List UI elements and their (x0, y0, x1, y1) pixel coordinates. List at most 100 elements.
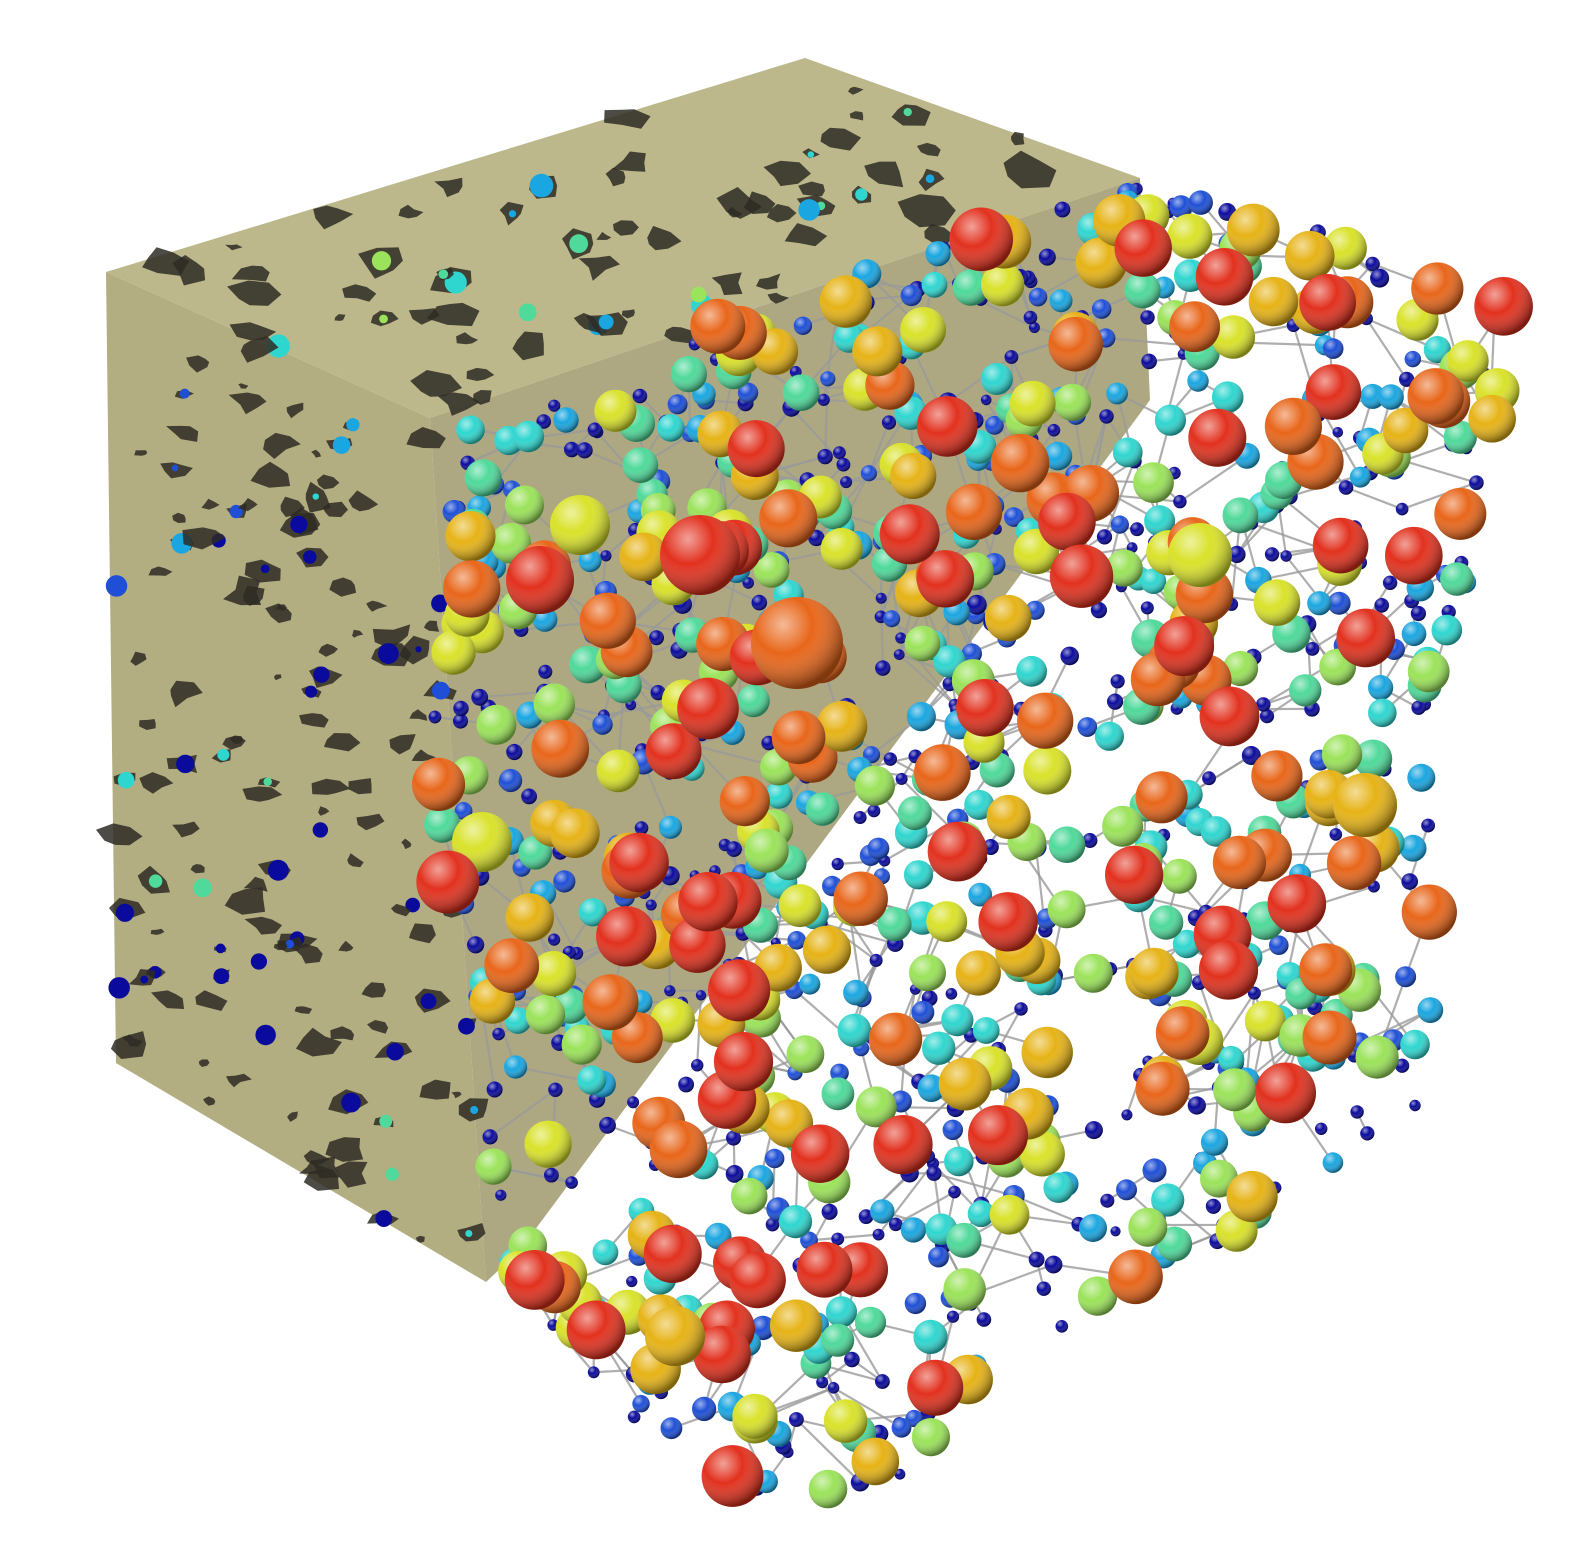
pore-body (503, 1055, 528, 1079)
pore-body (692, 1396, 717, 1421)
pore-body (744, 828, 789, 873)
pore-sphere-shade (1110, 1226, 1121, 1237)
rock-pore-hole (294, 1006, 313, 1014)
pore-sphere-shade (873, 1115, 933, 1175)
pore-sphere-shade (888, 1217, 903, 1232)
pore-body (976, 1312, 992, 1327)
rock-pore-hole (924, 223, 954, 245)
pore-sphere-shade (938, 1057, 992, 1111)
rock-pore-hole (238, 383, 249, 389)
pore-body (927, 821, 988, 882)
pore-sphere-shade (592, 1239, 619, 1266)
pore-body (1157, 1226, 1193, 1262)
rock-pore-hole (356, 813, 385, 831)
surface-pore-sphere (267, 859, 289, 881)
pore-body (475, 1148, 512, 1185)
pore-sphere-shade (1289, 674, 1322, 707)
pore-sphere-shade (1469, 475, 1484, 491)
rock-pore-hole (408, 308, 440, 325)
pore-body (922, 1031, 956, 1065)
pore-body (949, 207, 1013, 272)
pore-body (578, 898, 607, 927)
pore-sphere-shade (464, 459, 502, 497)
rock-front-face (106, 272, 486, 1282)
pore-sphere-shade (506, 546, 574, 614)
pore-body (1100, 1193, 1115, 1208)
pore-sphere-shade (566, 1300, 626, 1360)
pore-body (550, 808, 600, 858)
pore-sphere-shade (900, 284, 922, 307)
rock-pore-hole (334, 314, 346, 321)
pore-body (877, 907, 912, 942)
rock-pore-hole (848, 86, 864, 95)
pore-sphere-shade (1157, 1226, 1193, 1262)
pore-sphere-shade (727, 420, 785, 478)
pore-sphere-shade (664, 985, 676, 997)
pore-body (1154, 404, 1186, 436)
pore-body (645, 1306, 705, 1366)
pore-sphere-shade (1200, 1128, 1229, 1156)
pore-body (1090, 602, 1107, 619)
pore-body (1009, 380, 1056, 427)
rock-pore-hole (727, 206, 743, 218)
pore-sphere-shade (1133, 462, 1174, 503)
pore-body (1043, 1172, 1074, 1203)
pore-sphere-shade (980, 363, 1013, 395)
pore-sphere-shade (914, 744, 971, 801)
pore-body (1253, 579, 1301, 626)
surface-pore-sphere (855, 188, 868, 201)
pore-body (1370, 268, 1390, 288)
pore-body (1312, 517, 1369, 574)
pore-sphere-shade (1211, 381, 1244, 414)
pore-sphere-shade (531, 719, 590, 778)
pore-body (484, 938, 540, 993)
pore-sphere-shade (1368, 675, 1394, 701)
pore-body (770, 1299, 823, 1352)
pore-sphere-shade (790, 1124, 850, 1183)
pore-sphere-shade (944, 1146, 974, 1177)
pore-body (643, 1224, 702, 1283)
pore-body (476, 704, 517, 745)
rock-pore-hole (110, 1031, 147, 1059)
pore-sphere-shade (853, 811, 867, 824)
pore-body (875, 1374, 890, 1389)
rock-pore-hole (243, 876, 268, 892)
pore-body (952, 269, 989, 306)
pore-body (1028, 322, 1040, 333)
pore-body (587, 422, 603, 438)
pore-body (1155, 1006, 1210, 1060)
pore-body (525, 994, 566, 1035)
pore-body (599, 1116, 616, 1134)
pore-sphere-shade (645, 899, 657, 911)
pore-sphere-shade (1321, 734, 1363, 775)
pore-body (867, 804, 881, 818)
rock-pore-hole (391, 903, 411, 917)
pore-body (833, 446, 846, 459)
pore-sphere-shade (475, 1148, 512, 1185)
pore-sphere-shade (1014, 1002, 1028, 1016)
surface-pore-sphere (260, 564, 270, 574)
rock-pore-hole (224, 887, 266, 915)
rock-pore-hole (274, 674, 282, 681)
pore-sphere-shade (955, 950, 1001, 996)
rock-pore-hole (198, 1059, 210, 1067)
pore-body (868, 1012, 923, 1066)
pore-throat (795, 1418, 861, 1483)
rock-pore-hole (250, 461, 291, 488)
pore-sphere-shade (1017, 692, 1074, 749)
rock-pore-hole (763, 160, 811, 187)
pore-sphere-shade (609, 832, 669, 893)
pore-sphere-shade (1382, 575, 1398, 590)
surface-pore-sphere (290, 515, 308, 534)
pore-sphere-shade (725, 1165, 744, 1183)
rock-pore-hole (798, 181, 825, 197)
pore-body (1108, 1249, 1163, 1305)
pore-sphere-shade (1350, 1105, 1364, 1119)
pore-sphere-shade (701, 1445, 764, 1507)
rock-pore-hole (203, 1096, 216, 1106)
pore-sphere-shade (1016, 655, 1047, 687)
rock-pore-hole (151, 990, 185, 1009)
pore-body (985, 415, 1004, 435)
pore-body (1199, 686, 1260, 747)
surface-pore-sphere (179, 388, 190, 399)
